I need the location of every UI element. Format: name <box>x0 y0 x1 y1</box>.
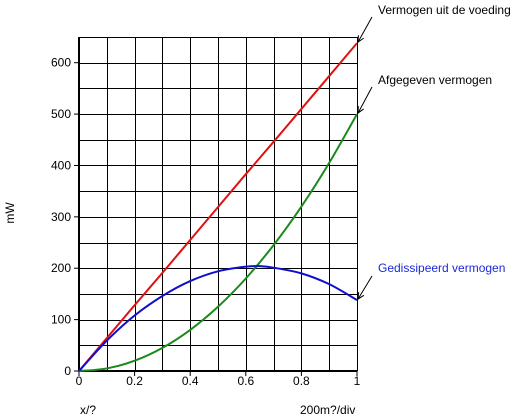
series-label: Afgegeven vermogen <box>378 73 492 87</box>
x-tick-label: 0.2 <box>126 374 143 388</box>
leader-arrowhead <box>357 106 364 115</box>
leader-arrowhead <box>357 35 365 44</box>
leader-line <box>357 86 373 114</box>
y-tick-label: 500 <box>51 107 71 121</box>
series-label: Vermogen uit de voeding <box>378 3 511 17</box>
y-tick-label: 200 <box>51 261 71 275</box>
y-tick-label: 300 <box>51 210 71 224</box>
axes <box>78 37 357 372</box>
y-tick-label: 600 <box>51 56 71 70</box>
x-tick-label: 0.6 <box>237 374 254 388</box>
series-line <box>78 265 358 372</box>
leader-arrowhead <box>357 292 365 301</box>
series-line <box>78 113 358 372</box>
x-tick-label: 0.8 <box>293 374 310 388</box>
x-tick-label: 0 <box>76 374 83 388</box>
series-labels: Vermogen uit de voeding Afgegeven vermoge… <box>357 3 511 301</box>
leader-line <box>357 275 373 300</box>
x-tick-label: 1 <box>354 374 361 388</box>
series-lines <box>78 42 358 372</box>
y-axis-label: mW <box>3 202 17 224</box>
y-tick-label: 100 <box>51 313 71 327</box>
leader-line <box>357 16 373 43</box>
x-axis-label: x/? <box>80 403 96 417</box>
series-label: Gedissipeerd vermogen <box>378 261 505 275</box>
y-tick-label: 400 <box>51 158 71 172</box>
tick-labels: 0 100 200 300 400 500 600 0 0.2 0.4 0.6 0.8 1 <box>51 56 361 388</box>
x-tick-label: 0.4 <box>182 374 199 388</box>
series-line <box>78 42 358 372</box>
x-scale-note: 200m?/div <box>300 403 355 417</box>
y-tick-label: 0 <box>64 364 71 378</box>
